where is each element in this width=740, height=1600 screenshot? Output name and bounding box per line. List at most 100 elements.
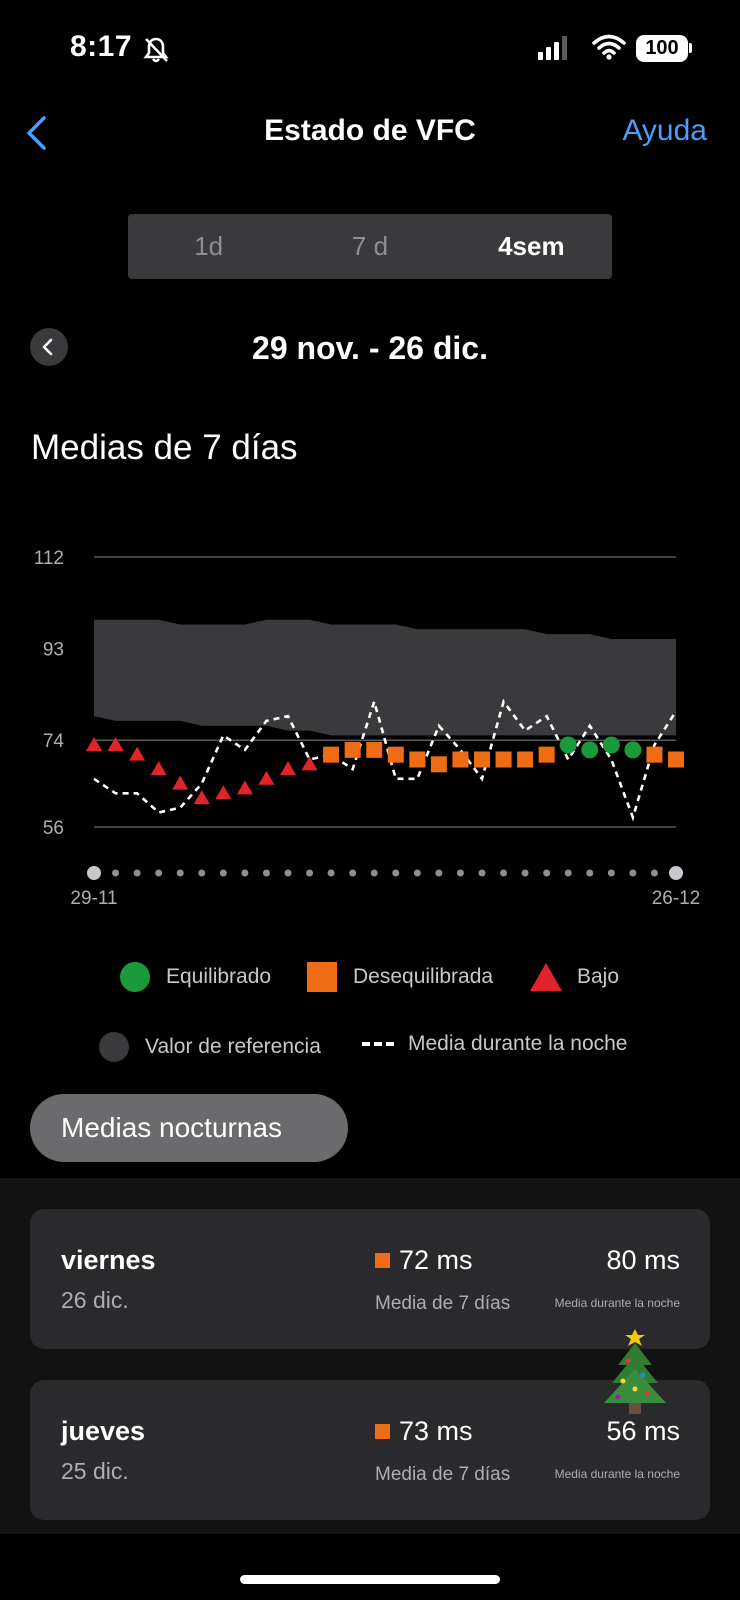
segment-7d[interactable]: 7 d xyxy=(351,231,389,261)
orange-square-icon xyxy=(375,1424,390,1439)
marker-bajo xyxy=(193,790,210,805)
x-axis-day-dot xyxy=(413,869,421,877)
back-chevron-icon[interactable] xyxy=(20,108,60,158)
x-axis-day-dot xyxy=(586,869,594,877)
signal-icon xyxy=(538,36,567,60)
previous-range-button[interactable] xyxy=(30,328,68,366)
marker-bajo xyxy=(215,785,232,800)
battery-indicator: 100 xyxy=(636,35,688,62)
red-triangle-icon xyxy=(530,963,562,991)
marker-equilibrado xyxy=(624,741,642,759)
x-axis-start-label: 29-11 xyxy=(70,888,117,909)
home-indicator xyxy=(240,1575,500,1584)
x-axis-day-dot xyxy=(112,869,120,877)
x-axis-day-dot xyxy=(435,869,443,877)
marker-desequilibrada xyxy=(409,751,426,768)
x-axis-day-dot xyxy=(543,869,551,877)
legend-baseline: Valor de referencia xyxy=(99,1032,321,1062)
x-axis-day-dot xyxy=(284,869,292,877)
marker-bajo xyxy=(150,761,167,776)
x-axis-day-dot xyxy=(500,869,508,877)
gray-circle-icon xyxy=(99,1032,129,1062)
marker-equilibrado xyxy=(581,741,599,759)
segment-4sem[interactable]: 4sem xyxy=(498,231,565,261)
x-axis-day-dot xyxy=(241,869,249,877)
legend-bajo-label: Bajo xyxy=(577,965,620,988)
y-tick-label: 56 xyxy=(43,818,64,839)
x-axis-day-dot xyxy=(392,869,400,877)
marker-desequilibrada xyxy=(517,751,534,768)
bell-muted-icon xyxy=(143,37,169,63)
entry-7day-average-label: Media de 7 días xyxy=(375,1293,511,1314)
green-circle-icon xyxy=(120,962,150,992)
entry-date: 25 dic. xyxy=(61,1458,129,1484)
legend-desequilibrada-label: Desequilibrada xyxy=(353,965,494,988)
chart-legend-status: Equilibrado Desequilibrada Bajo xyxy=(0,962,740,1002)
nightly-averages-button[interactable]: Medias nocturnas xyxy=(30,1094,348,1162)
x-axis-day-dot xyxy=(650,869,658,877)
chevron-left-icon xyxy=(42,338,53,356)
y-tick-label: 74 xyxy=(43,731,65,752)
marker-bajo xyxy=(107,737,124,752)
marker-desequilibrada xyxy=(323,746,340,763)
status-time: 8:17 xyxy=(70,30,133,63)
section-title: Medias de 7 días xyxy=(31,428,298,467)
marker-desequilibrada xyxy=(474,751,490,768)
entry-date: 26 dic. xyxy=(61,1287,129,1313)
legend-desequilibrada: Desequilibrada xyxy=(307,962,493,992)
entry-7day-average-label: Media de 7 días xyxy=(375,1464,511,1485)
entry-7day-average: 73 ms xyxy=(375,1416,473,1447)
legend-nightly-label: Media durante la noche xyxy=(408,1032,628,1055)
entry-7day-average-value: 72 ms xyxy=(399,1245,473,1275)
marker-bajo xyxy=(301,756,318,771)
help-button[interactable]: Ayuda xyxy=(622,114,707,147)
marker-desequilibrada xyxy=(344,741,361,758)
marker-equilibrado xyxy=(602,736,620,754)
marker-desequilibrada xyxy=(366,741,383,758)
legend-nightly: Media durante la noche xyxy=(362,1032,628,1056)
legend-bajo: Bajo xyxy=(529,962,619,992)
marker-desequilibrada xyxy=(452,751,469,768)
x-axis-day-dot xyxy=(176,869,184,877)
entry-nightly-value: 80 ms xyxy=(606,1245,680,1275)
dashed-line-icon xyxy=(362,1042,394,1046)
x-axis-day-dot xyxy=(155,869,163,877)
status-bar: 8:17 100 xyxy=(0,0,740,100)
orange-square-icon xyxy=(307,962,337,992)
date-range-label: 29 nov. - 26 dic. xyxy=(252,330,488,366)
list-item[interactable]: jueves 25 dic. 73 ms Media de 7 días 56 … xyxy=(30,1380,710,1520)
x-axis-day-dot xyxy=(262,869,270,877)
entry-7day-average: 72 ms xyxy=(375,1245,473,1276)
x-axis-day-dot xyxy=(87,866,101,880)
legend-baseline-label: Valor de referencia xyxy=(145,1035,321,1058)
marker-desequilibrada xyxy=(495,751,512,768)
period-segmented-control: 1d 7 d 4sem xyxy=(128,214,612,279)
hrv-chart: 112 93 74 56 29-11 26-12 xyxy=(34,548,701,909)
list-item[interactable]: viernes 26 dic. 72 ms Media de 7 días 80… xyxy=(30,1209,710,1349)
x-axis-end-label: 26-12 xyxy=(652,888,701,909)
entry-day: viernes xyxy=(61,1245,156,1275)
entry-nightly-value: 56 ms xyxy=(606,1416,680,1446)
marker-bajo xyxy=(172,775,189,790)
x-axis-day-dot xyxy=(349,869,357,877)
marker-desequilibrada xyxy=(646,746,663,763)
segment-1d[interactable]: 1d xyxy=(194,231,224,261)
marker-bajo xyxy=(236,780,253,795)
marker-bajo xyxy=(86,737,102,752)
christmas-tree-icon xyxy=(604,1329,666,1414)
wifi-icon xyxy=(592,34,626,60)
x-axis-day-dot xyxy=(306,869,314,877)
marker-desequilibrada xyxy=(538,746,555,763)
x-axis-day-dot xyxy=(669,866,683,880)
x-axis-day-dot xyxy=(607,869,615,877)
marker-desequilibrada xyxy=(387,746,404,763)
marker-equilibrado xyxy=(559,736,577,754)
x-axis-day-dot xyxy=(198,869,206,877)
x-axis-day-dot xyxy=(133,869,141,877)
chart-legend-lines: Valor de referencia Media durante la noc… xyxy=(0,1032,740,1072)
marker-desequilibrada xyxy=(430,756,447,773)
marker-bajo xyxy=(129,746,146,761)
x-axis-day-dot xyxy=(521,869,529,877)
battery-tip xyxy=(689,43,692,53)
nightly-average-line xyxy=(93,697,678,822)
